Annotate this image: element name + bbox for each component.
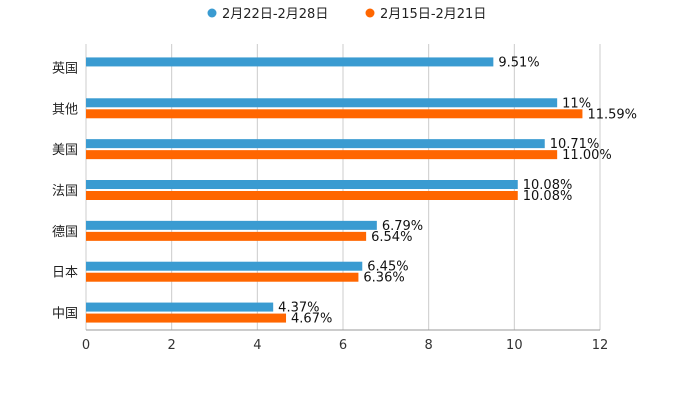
category-label-1: 英国: [52, 61, 78, 76]
category-label-2: 其他: [52, 102, 78, 117]
value-label-1-4: 10.08%: [523, 178, 573, 193]
category-label-6: 日本: [52, 266, 78, 281]
x-tick-label-0: 0: [82, 338, 90, 353]
bars: [86, 57, 583, 323]
legend: 2月22日-2月28日 2月15日-2月21日: [207, 7, 486, 22]
bar-1-3: [86, 139, 545, 149]
value-label-2-3: 11.00%: [562, 148, 612, 163]
bar-1-6: [86, 261, 363, 271]
bar-2-7: [86, 313, 287, 323]
category-label-3: 美国: [52, 143, 78, 158]
legend-label-1: 2月22日-2月28日: [222, 7, 328, 22]
value-label-2-4: 10.08%: [523, 189, 573, 204]
bar-2-3: [86, 150, 558, 160]
bar-1-1: [86, 57, 494, 67]
value-label-1-3: 10.71%: [550, 137, 600, 152]
value-label-1-2: 11%: [562, 96, 591, 111]
x-tick-label-10: 10: [506, 338, 523, 353]
category-label-5: 德国: [52, 225, 78, 240]
x-tick-label-2: 2: [168, 338, 176, 353]
category-label-7: 中国: [52, 307, 78, 322]
value-label-1-1: 9.51%: [498, 55, 539, 70]
value-label-2-5: 6.54%: [371, 230, 412, 245]
value-label-1-7: 4.37%: [278, 301, 319, 316]
bar-1-2: [86, 98, 558, 108]
x-tick-label-4: 4: [253, 338, 261, 353]
bar-1-5: [86, 220, 377, 230]
x-tick-label-6: 6: [339, 338, 347, 353]
bar-2-4: [86, 191, 518, 200]
legend-marker-1: [207, 8, 217, 18]
legend-label-2: 2月15日-2月21日: [380, 7, 486, 22]
value-label-1-6: 6.45%: [367, 260, 408, 275]
x-tick-label-12: 12: [592, 338, 609, 353]
legend-marker-2: [365, 8, 375, 18]
bar-1-7: [86, 302, 274, 312]
value-label-2-7: 4.67%: [291, 312, 332, 327]
bar-1-4: [86, 180, 518, 189]
x-tick-label-8: 8: [425, 338, 433, 353]
category-label-4: 法国: [52, 184, 78, 199]
value-label-2-6: 6.36%: [363, 271, 404, 286]
value-label-1-5: 6.79%: [382, 219, 423, 234]
bar-2-5: [86, 231, 367, 241]
bar-2-6: [86, 272, 359, 282]
bar-2-2: [86, 109, 583, 119]
data-labels: 9.51% 11%11.59% 10.71%11.00% 10.08%10.08% 6.…: [278, 55, 637, 326]
value-label-2-2: 11.59%: [587, 107, 637, 122]
